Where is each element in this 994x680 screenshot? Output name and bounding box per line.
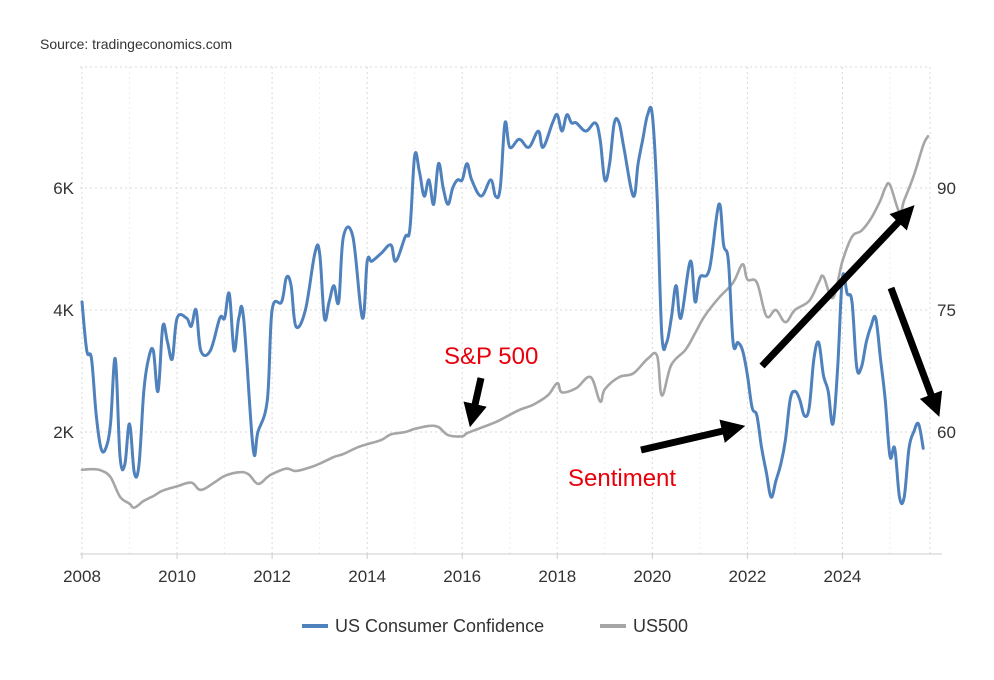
right-y-tick-label: 90 xyxy=(937,179,956,198)
left-y-tick-label: 4K xyxy=(53,301,74,320)
series-layer xyxy=(80,105,930,509)
grid-lines xyxy=(80,66,931,554)
axes: 2008 2010 2012 2014 2016 2018 2020 2022 2024 2K 4K… xyxy=(53,179,956,586)
sentiment-annotation: Sentiment xyxy=(568,465,676,492)
sp500-annotation: S&P 500 xyxy=(444,343,538,370)
left-y-tick-label: 6K xyxy=(53,179,74,198)
annotation-arrows xyxy=(463,205,943,454)
sp500-arrow xyxy=(463,377,487,428)
legend-label-consumer-confidence: US Consumer Confidence xyxy=(335,616,544,636)
sentiment-down-arrow xyxy=(887,286,943,417)
x-tick-label: 2024 xyxy=(824,567,862,586)
x-tick-label: 2008 xyxy=(63,567,101,586)
source-label: Source: tradingeconomics.com xyxy=(40,36,232,52)
x-tick-label: 2010 xyxy=(158,567,196,586)
right-y-tick-label: 75 xyxy=(937,301,956,320)
legend-label-us500: US500 xyxy=(633,616,688,636)
x-tick-label: 2012 xyxy=(253,567,291,586)
x-tick-label: 2022 xyxy=(728,567,766,586)
x-tick-label: 2016 xyxy=(443,567,481,586)
legend: US Consumer Confidence US500 xyxy=(302,616,688,636)
us500-up-arrow xyxy=(759,205,915,369)
left-y-tick-label: 2K xyxy=(53,423,74,442)
sentiment-arrow xyxy=(640,419,746,454)
x-tick-label: 2018 xyxy=(538,567,576,586)
x-tick-label: 2020 xyxy=(633,567,671,586)
x-tick-label: 2014 xyxy=(348,567,386,586)
series-line-us500 xyxy=(80,134,930,509)
right-y-tick-label: 60 xyxy=(937,423,956,442)
series-line-us-consumer-confidence xyxy=(80,105,925,506)
